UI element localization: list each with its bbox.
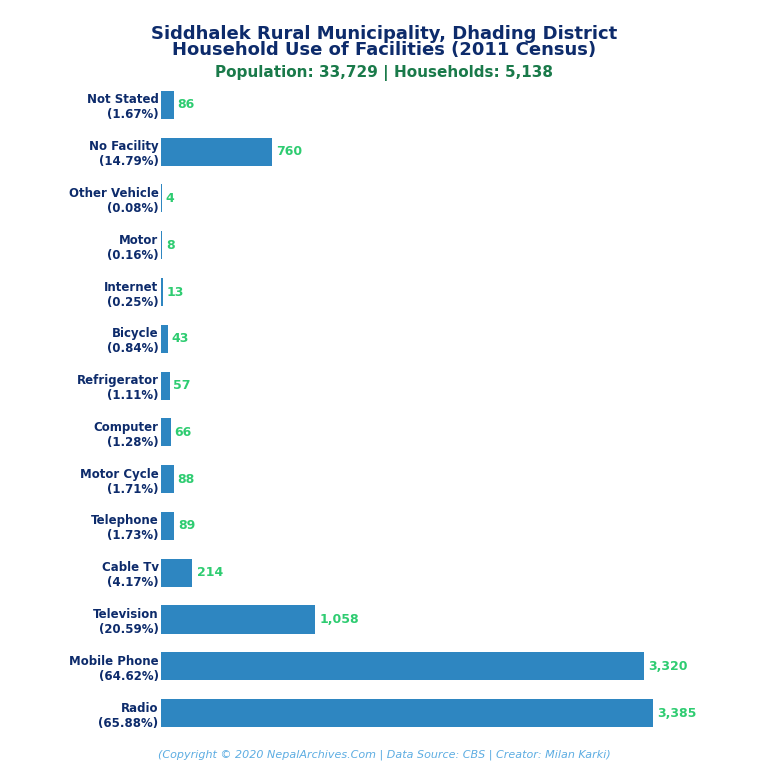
Bar — [161, 605, 315, 634]
Text: 3,385: 3,385 — [657, 707, 697, 720]
Bar — [161, 652, 644, 680]
Bar — [161, 465, 174, 493]
Text: 214: 214 — [197, 566, 223, 579]
Text: 3,320: 3,320 — [648, 660, 687, 673]
Bar — [161, 278, 163, 306]
Text: 86: 86 — [177, 98, 194, 111]
Text: 57: 57 — [174, 379, 190, 392]
Bar — [161, 699, 653, 727]
Text: 89: 89 — [178, 519, 195, 532]
Text: Population: 33,729 | Households: 5,138: Population: 33,729 | Households: 5,138 — [215, 65, 553, 81]
Text: 13: 13 — [167, 286, 184, 299]
Bar — [161, 137, 272, 166]
Text: Household Use of Facilities (2011 Census): Household Use of Facilities (2011 Census… — [172, 41, 596, 58]
Bar — [161, 419, 170, 446]
Text: 43: 43 — [171, 333, 188, 346]
Text: 1,058: 1,058 — [319, 613, 359, 626]
Text: 66: 66 — [174, 425, 192, 439]
Text: 8: 8 — [166, 239, 174, 252]
Text: 4: 4 — [165, 192, 174, 205]
Text: (Copyright © 2020 NepalArchives.Com | Data Source: CBS | Creator: Milan Karki): (Copyright © 2020 NepalArchives.Com | Da… — [157, 750, 611, 760]
Bar — [161, 372, 170, 399]
Bar — [161, 558, 192, 587]
Text: 760: 760 — [276, 145, 302, 158]
Text: 88: 88 — [177, 472, 195, 485]
Bar — [161, 325, 167, 353]
Bar — [161, 231, 163, 260]
Text: Siddhalek Rural Municipality, Dhading District: Siddhalek Rural Municipality, Dhading Di… — [151, 25, 617, 42]
Bar — [161, 91, 174, 119]
Bar — [161, 512, 174, 540]
